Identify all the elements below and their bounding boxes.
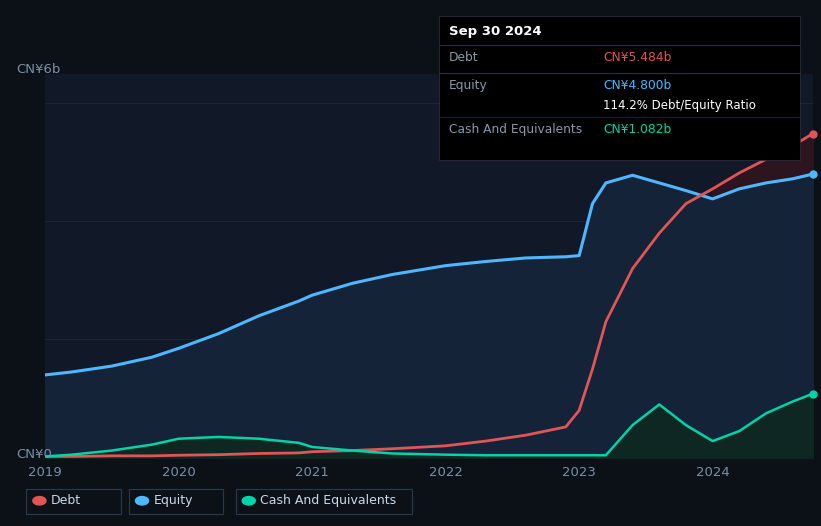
Text: CN¥4.800b: CN¥4.800b [603, 79, 672, 93]
Text: Debt: Debt [449, 51, 479, 64]
Text: Cash And Equivalents: Cash And Equivalents [260, 494, 397, 507]
Text: Equity: Equity [449, 79, 488, 93]
Text: Cash And Equivalents: Cash And Equivalents [449, 123, 582, 136]
Text: Sep 30 2024: Sep 30 2024 [449, 25, 542, 38]
Text: CN¥6b: CN¥6b [16, 63, 61, 76]
Text: CN¥1.082b: CN¥1.082b [603, 123, 672, 136]
Text: Equity: Equity [154, 494, 193, 507]
Text: 114.2% Debt/Equity Ratio: 114.2% Debt/Equity Ratio [603, 99, 756, 113]
Text: Debt: Debt [51, 494, 81, 507]
Text: CN¥5.484b: CN¥5.484b [603, 51, 672, 64]
Text: CN¥0: CN¥0 [16, 448, 53, 461]
